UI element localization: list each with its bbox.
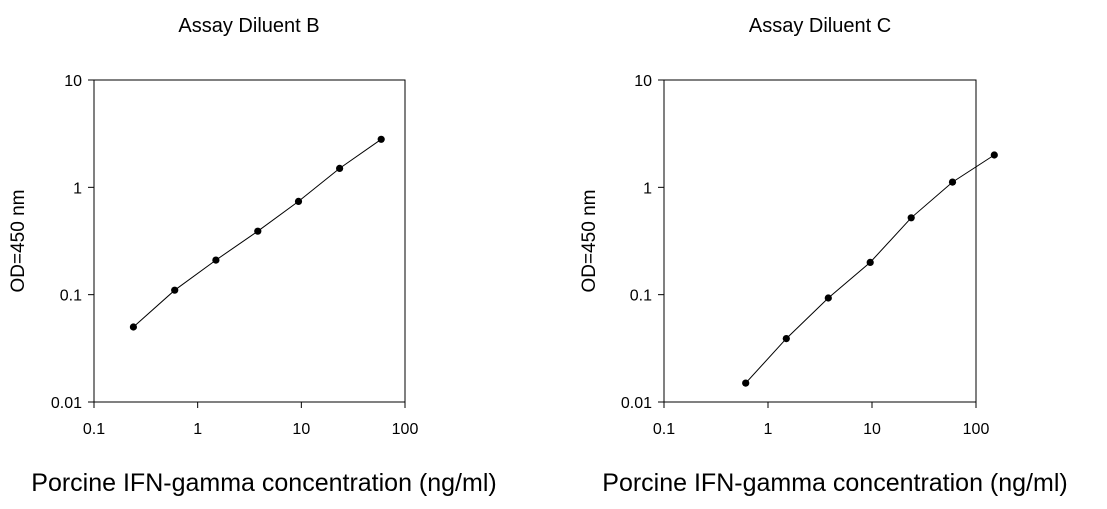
y-axis-label: OD=450 nm (8, 190, 29, 293)
x-axis-label: Porcine IFN-gamma concentration (ng/ml) (602, 469, 1067, 497)
data-point (336, 164, 344, 172)
x-tick-label: 10 (863, 421, 881, 438)
data-point (294, 197, 303, 205)
data-point (171, 286, 179, 294)
x-tick-label: 1 (764, 421, 773, 438)
data-point (866, 258, 874, 266)
y-axis-label: OD=450 nm (579, 190, 600, 293)
x-tick-label: 0.1 (653, 421, 675, 438)
x-tick-label: 100 (963, 421, 990, 438)
x-tick-label: 100 (392, 421, 419, 438)
data-point (377, 135, 385, 143)
x-tick-label: 10 (292, 421, 310, 438)
data-point (948, 178, 957, 186)
y-tick-label: 10 (634, 73, 652, 90)
data-point (254, 227, 262, 235)
data-point (824, 294, 832, 302)
y-tick-label: 1 (73, 180, 82, 197)
data-point (742, 379, 750, 387)
plot-frame (663, 79, 977, 403)
y-tick-label: 1 (643, 180, 652, 197)
x-tick-label: 0.1 (83, 421, 105, 438)
data-point (990, 151, 998, 159)
y-tick-label: 10 (64, 73, 82, 90)
y-tick-label: 0.01 (621, 395, 652, 412)
series-line (745, 154, 995, 384)
y-tick-label: 0.01 (51, 395, 82, 412)
y-tick-label: 0.1 (630, 288, 652, 305)
data-point (907, 214, 915, 222)
x-tick-label: 1 (193, 421, 202, 438)
x-axis-label: Porcine IFN-gamma concentration (ng/ml) (31, 469, 496, 497)
data-point (782, 335, 790, 343)
chart-title: Assay Diluent B (178, 15, 319, 37)
chart-title: Assay Diluent C (749, 15, 891, 37)
plot-frame (93, 79, 406, 403)
data-point (129, 323, 137, 331)
data-point (212, 256, 220, 264)
y-tick-label: 0.1 (60, 288, 82, 305)
